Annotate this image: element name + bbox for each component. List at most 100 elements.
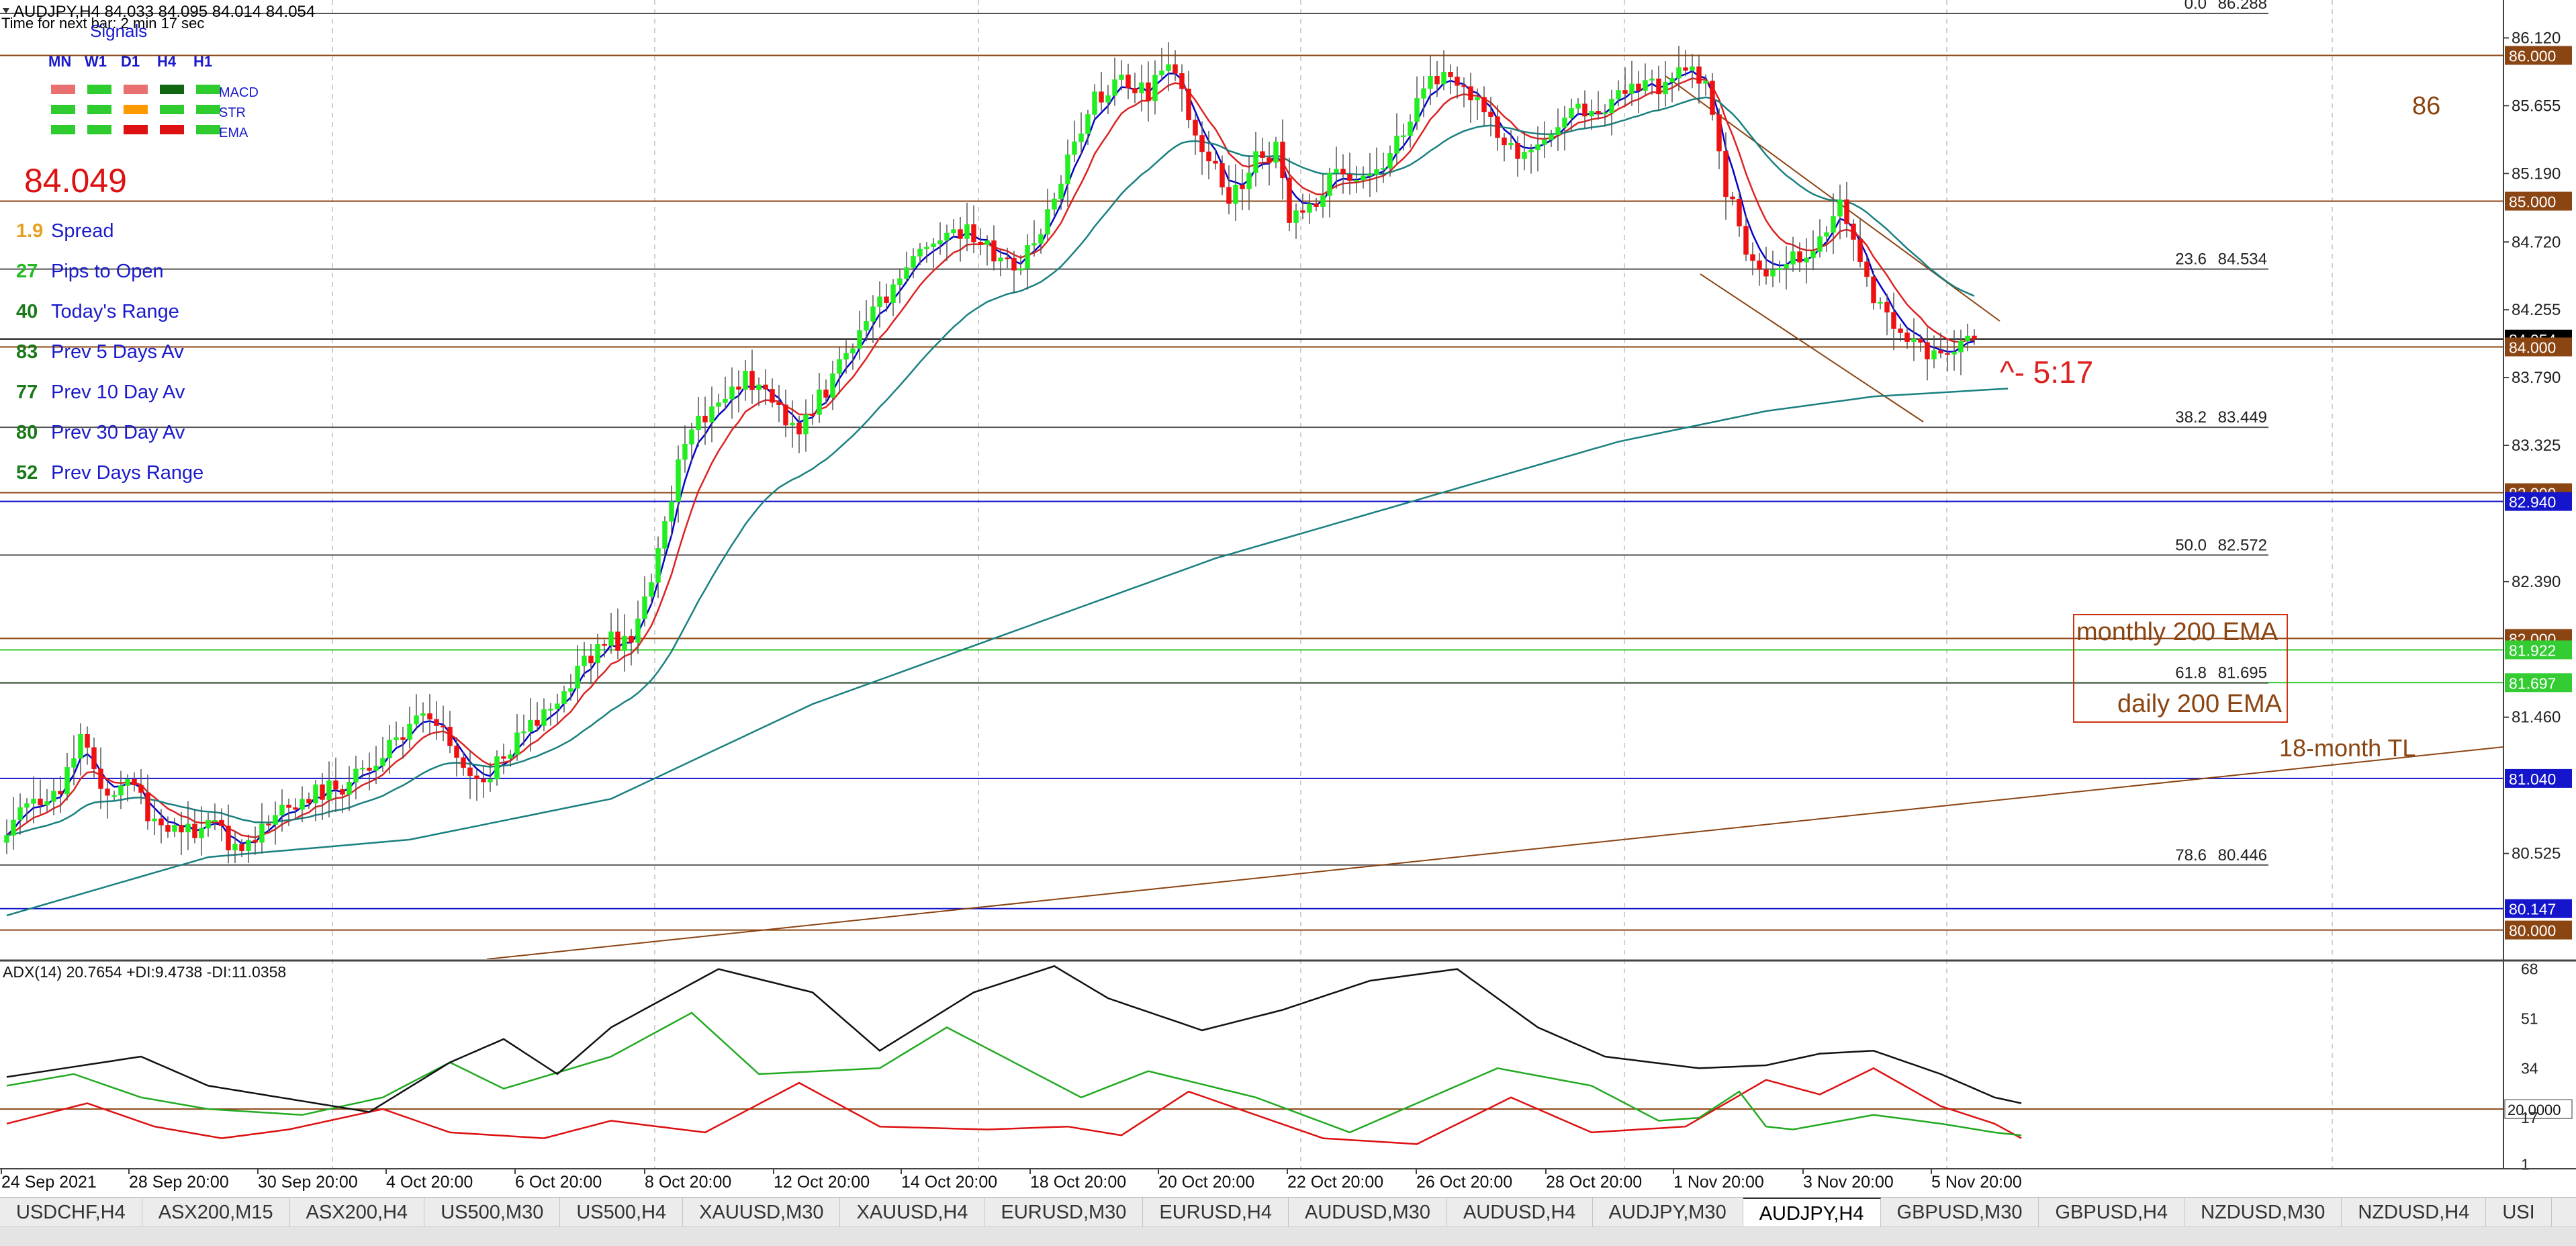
candle-body: [481, 778, 486, 783]
timer-marker: ^- 5:17: [2000, 355, 2093, 390]
candle-body: [1434, 76, 1440, 85]
indicator-tick-label: 51: [2521, 1010, 2538, 1028]
candle-body: [850, 348, 856, 354]
candle-body: [98, 768, 103, 789]
fib-level: 23.6: [2175, 251, 2207, 269]
level-price-label: 80.147: [2509, 901, 2556, 918]
level-price-box: [2505, 920, 2572, 940]
tab-xauusd-m30[interactable]: XAUUSD,M30: [683, 1198, 841, 1227]
tab-nzdusd-m30[interactable]: NZDUSD,M30: [2184, 1198, 2342, 1227]
candle-body: [709, 406, 715, 422]
candle-body: [984, 240, 990, 245]
candle-body: [1132, 88, 1138, 93]
candle-body: [1025, 244, 1030, 269]
candle-body: [373, 765, 379, 771]
candle-body: [1824, 232, 1829, 237]
signal-timeframe: H1: [193, 53, 212, 70]
channel-lower-line: [1700, 273, 1924, 422]
daily-ema-label: daily 200 EMA: [2117, 690, 2283, 718]
candle-body: [622, 635, 627, 651]
tab-us500-h4[interactable]: US500,H4: [560, 1198, 684, 1227]
time-label: 14 Oct 20:00: [901, 1173, 997, 1192]
chart-canvas[interactable]: 0.0 86.288 23.6 84.534 38.2 83.449 50.0 82.572 6…: [0, 0, 2576, 1197]
candle-body: [1891, 312, 1896, 329]
candle-body: [91, 747, 97, 770]
tab-gbpusd-m30[interactable]: GBPUSD,M30: [1881, 1198, 2039, 1227]
candle-body: [105, 788, 110, 796]
candle-body: [494, 756, 500, 780]
tab-audusd-h4[interactable]: AUDUSD,H4: [1447, 1198, 1593, 1227]
tab-eurusd-m30[interactable]: EURUSD,M30: [984, 1198, 1144, 1227]
candle-body: [528, 719, 533, 732]
indicator-tick-label: 1: [2521, 1156, 2530, 1173]
tab-audusd-m30[interactable]: AUDUSD,M30: [1289, 1198, 1447, 1227]
candle-body: [1582, 103, 1588, 117]
signals-panel: Signals MN W1 D1 H4 H1 MACD STR EMA: [48, 21, 259, 140]
candle-body: [1743, 226, 1749, 255]
tab-usdchf-h4[interactable]: USDCHF,H4: [0, 1198, 142, 1227]
fibonacci-levels: 0.0 86.288 23.6 84.534 38.2 83.449 50.0 82.572 6…: [0, 0, 2268, 866]
time-label: 26 Oct 20:00: [1416, 1173, 1512, 1192]
level-price-label: 80.000: [2509, 922, 2556, 940]
candle-body: [944, 232, 950, 241]
candle-body: [17, 807, 23, 821]
tab-asx200-m15[interactable]: ASX200,M15: [142, 1198, 290, 1227]
candle-body: [1656, 79, 1661, 95]
candle-body: [890, 284, 896, 304]
candle-body: [608, 631, 614, 646]
candle-body: [1636, 83, 1641, 91]
candle-body: [1186, 89, 1191, 120]
tab-eurusd-h4[interactable]: EURUSD,H4: [1143, 1198, 1289, 1227]
candle-body: [1643, 80, 1648, 91]
time-label: 28 Oct 20:00: [1546, 1173, 1642, 1192]
candle-body: [1931, 350, 1937, 359]
candle-body: [1884, 302, 1890, 313]
candle-body: [85, 733, 90, 748]
candle-body: [1804, 257, 1809, 263]
candle-body: [1616, 90, 1621, 99]
candlesticks: [4, 42, 1977, 864]
tab-xauusd-h4[interactable]: XAUUSD,H4: [840, 1198, 985, 1227]
candle-body: [548, 709, 553, 711]
signal-cell: [160, 85, 184, 94]
candle-body: [1777, 267, 1782, 271]
candle-body: [380, 758, 385, 766]
candle-body: [864, 321, 869, 331]
candle-body: [843, 353, 849, 360]
tab-audjpy-h4[interactable]: AUDJPY,H4: [1743, 1198, 1881, 1229]
collapse-triangle-icon: [3, 8, 9, 13]
candle-body: [259, 824, 265, 843]
candle-body: [11, 819, 16, 836]
tab-us500-m30[interactable]: US500,M30: [424, 1198, 561, 1227]
candle-body: [1844, 199, 1849, 224]
tab-audjpy-m30[interactable]: AUDJPY,M30: [1593, 1198, 1743, 1227]
candle-body: [649, 582, 654, 597]
candle-body: [1246, 172, 1252, 189]
grid: [332, 0, 2333, 1169]
signal-cell: [124, 125, 148, 134]
candle-body: [394, 737, 399, 740]
candle-body: [179, 825, 184, 833]
tab-asx200-h4[interactable]: ASX200,H4: [290, 1198, 425, 1227]
candle-body: [1528, 149, 1534, 152]
fib-price: 86.288: [2218, 0, 2267, 13]
candle-body: [796, 422, 802, 435]
fib-price: 84.534: [2218, 251, 2267, 269]
stat-label: Prev Days Range: [51, 462, 203, 484]
tab-gbpusd-h4[interactable]: GBPUSD,H4: [2039, 1198, 2185, 1227]
tab-nzdusd-h4[interactable]: NZDUSD,H4: [2342, 1198, 2487, 1227]
time-label: 6 Oct 20:00: [515, 1173, 602, 1192]
tab-usi[interactable]: USI: [2486, 1198, 2552, 1227]
time-axis: 24 Sep 2021 28 Sep 20:00 30 Sep 20:00 4 Oct…: [1, 1169, 2022, 1192]
candle-body: [1300, 210, 1305, 213]
candle-body: [454, 746, 459, 758]
candle-body: [1428, 76, 1433, 89]
candle-body: [1260, 151, 1265, 158]
candle-body: [1206, 151, 1211, 162]
candle-body: [1857, 239, 1863, 262]
candle-body: [1716, 114, 1722, 152]
signal-cell: [196, 125, 220, 134]
candle-body: [71, 758, 77, 768]
candle-body: [1958, 341, 1964, 353]
adx-level-box: [2504, 1099, 2573, 1119]
